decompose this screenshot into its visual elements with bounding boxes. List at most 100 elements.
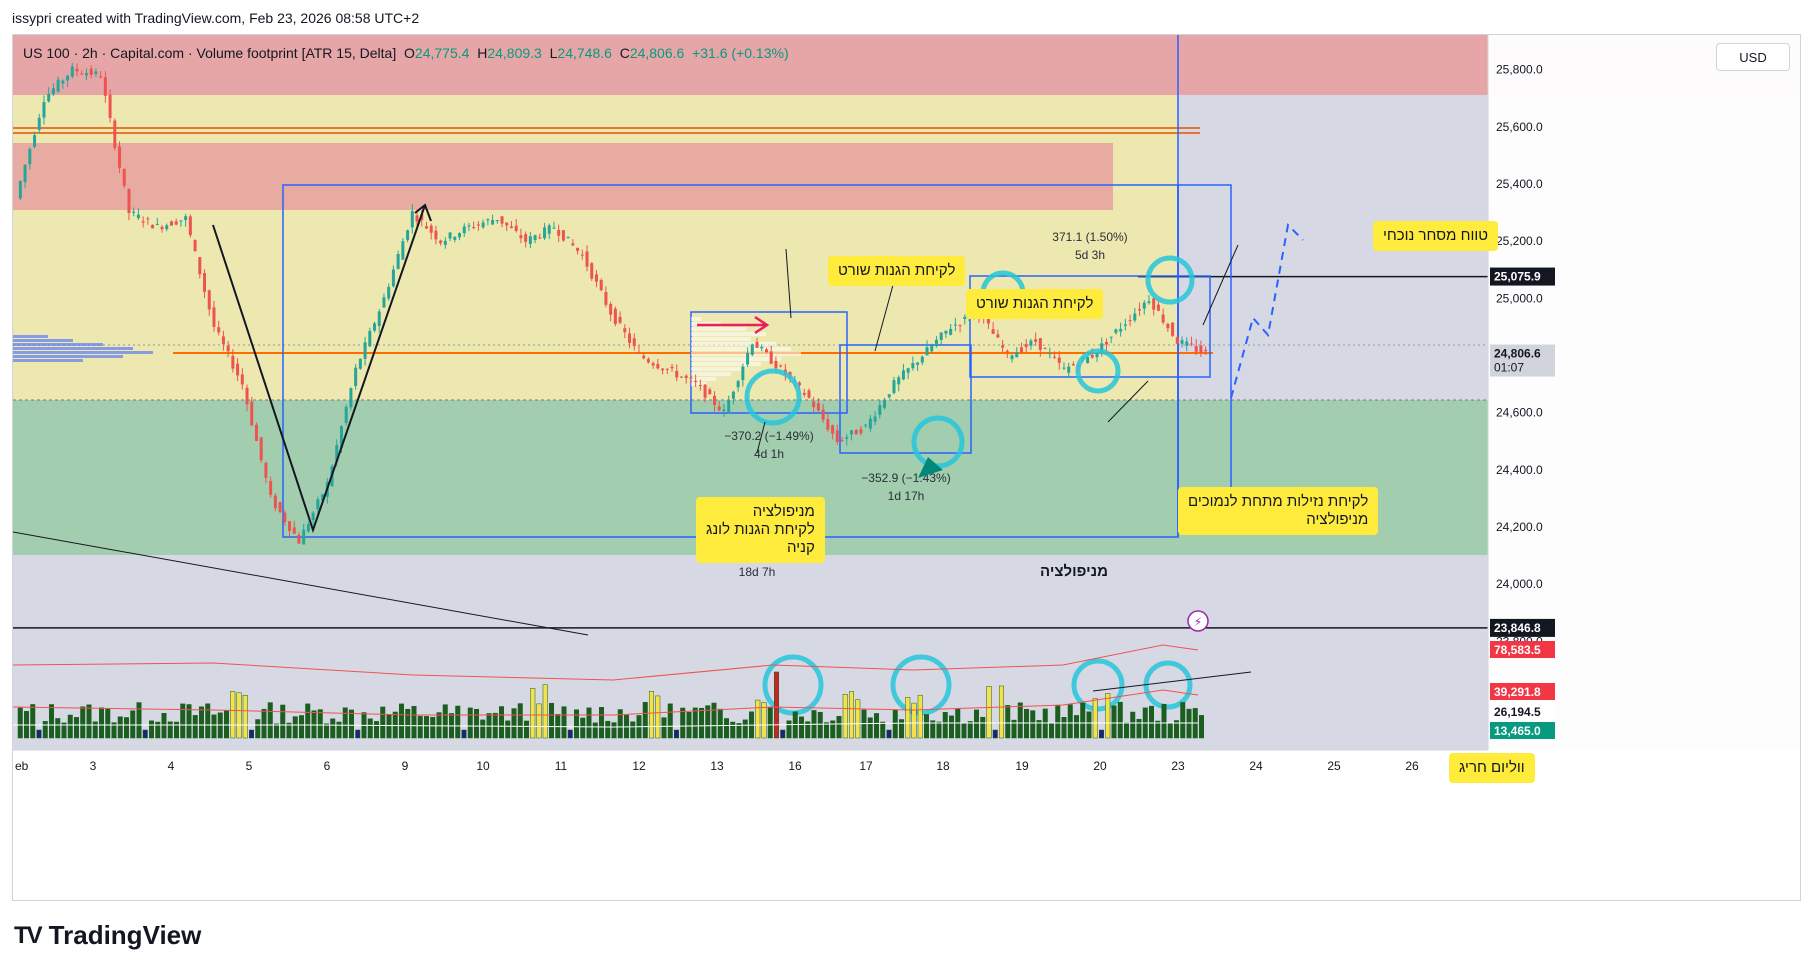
candle-body <box>897 377 901 385</box>
volume-profile-bar <box>691 332 766 336</box>
volume-label-text: 78,583.5 <box>1494 643 1541 657</box>
volume-bar <box>949 715 954 739</box>
candle-body <box>736 381 740 388</box>
candle-body <box>651 363 655 366</box>
volume-bar <box>505 720 511 739</box>
candle-body <box>113 120 117 148</box>
candle-body <box>835 430 839 443</box>
candle-body <box>458 233 462 238</box>
volume-bar <box>574 709 579 739</box>
volume-label: 78,583.5 <box>1490 641 1555 658</box>
x-tick-label: 19 <box>1015 759 1029 773</box>
candle-body <box>476 224 480 226</box>
volume-bar <box>1080 702 1086 739</box>
y-tick-label: 24,000.0 <box>1496 577 1543 591</box>
volume-bar <box>686 712 692 739</box>
volume-label: 13,465.0 <box>1490 722 1555 739</box>
candle-body <box>151 224 155 229</box>
volume-bar <box>180 703 186 739</box>
x-tick-label: 13 <box>710 759 724 773</box>
candle-body <box>75 68 79 72</box>
candle-body <box>764 349 768 353</box>
candle-body <box>1166 323 1170 329</box>
volume-bar <box>17 707 23 739</box>
candle-body <box>491 220 495 225</box>
candle-body <box>354 367 358 386</box>
volume-bar <box>1149 705 1154 739</box>
volume-bar <box>199 706 204 739</box>
y-tick-label: 24,200.0 <box>1496 520 1543 534</box>
volume-bar <box>499 706 504 739</box>
volume-bar <box>124 717 129 739</box>
volume-bar <box>730 721 736 739</box>
volume-label: 39,291.8 <box>1490 683 1555 700</box>
candle-body <box>708 389 712 395</box>
candle-body <box>939 332 943 340</box>
volume-bar <box>1136 718 1142 739</box>
volume-bar <box>774 671 779 739</box>
candle-body <box>179 220 183 222</box>
volume-bar <box>1199 715 1204 739</box>
price-label: 24,806.601:07 <box>1490 344 1555 377</box>
volume-bar <box>930 720 936 739</box>
candle-body <box>953 324 957 326</box>
y-tick-label: 24,400.0 <box>1496 463 1543 477</box>
candle-body <box>807 390 811 398</box>
candle-body <box>264 462 268 478</box>
supply-zone-top <box>13 35 1488 95</box>
volume-bar <box>392 711 398 739</box>
candle-body <box>779 365 783 367</box>
candle-body <box>434 230 438 240</box>
volume-bar <box>830 720 836 739</box>
volume-bar <box>867 717 873 739</box>
candle-body <box>1104 341 1108 345</box>
price-chart[interactable]: 371.1 (1.50%) 5d 3h −370.2 (−1.49%) 4d 1h −3… <box>13 35 1800 900</box>
volume-bar <box>467 707 473 739</box>
low-value: 24,748.6 <box>557 45 612 61</box>
candle-body <box>203 273 207 292</box>
volume-profile-bar <box>691 327 746 331</box>
volume-label-bg <box>1490 722 1555 739</box>
volume-bar <box>911 702 917 739</box>
volume-bar <box>755 699 761 739</box>
note-manipulation-long: מניפולציה לקיחת הגנות לונג קניה <box>696 497 825 563</box>
volume-bar <box>649 690 654 739</box>
volume-band-upper <box>13 644 1199 681</box>
projection-arrow <box>1230 222 1304 399</box>
symbol-label[interactable]: US 100 · 2h · Capital.com · Volume footp… <box>23 45 397 61</box>
volume-ma-line <box>13 722 1198 728</box>
volume-bar <box>967 721 973 739</box>
candle-body <box>911 363 915 369</box>
candle-body <box>226 345 230 352</box>
volume-bar <box>249 729 254 739</box>
candle-body <box>571 243 575 246</box>
volume-bar <box>1130 711 1136 739</box>
chart-frame[interactable]: US 100 · 2h · Capital.com · Volume footp… <box>12 34 1801 901</box>
candle-body <box>174 221 178 225</box>
volume-bar <box>317 709 323 739</box>
volume-bar <box>892 710 898 739</box>
candle-body <box>47 93 51 102</box>
candle-body <box>316 499 320 510</box>
candle-body <box>1114 329 1118 333</box>
candle-body <box>859 429 863 434</box>
candle-body <box>599 279 603 291</box>
volume-bar <box>167 721 173 739</box>
measurement-duration: 5d 3h <box>1075 248 1105 262</box>
candle-body <box>533 235 537 241</box>
volume-profile-bar <box>691 367 741 371</box>
tradingview-logo[interactable]: TV TradingView <box>14 920 201 951</box>
candle-body <box>448 232 452 239</box>
volume-bar <box>936 721 942 739</box>
candles-group <box>18 62 1208 545</box>
candle-body <box>373 323 377 331</box>
volume-profile-bar <box>691 372 731 376</box>
currency-button[interactable]: USD <box>1716 43 1790 71</box>
candle-body <box>118 146 122 168</box>
candle-body <box>273 495 277 509</box>
candle-body <box>665 368 669 370</box>
candle-body <box>1175 337 1179 344</box>
volume-bar <box>642 702 648 739</box>
candle-body <box>377 311 381 326</box>
volume-bar <box>242 695 248 739</box>
